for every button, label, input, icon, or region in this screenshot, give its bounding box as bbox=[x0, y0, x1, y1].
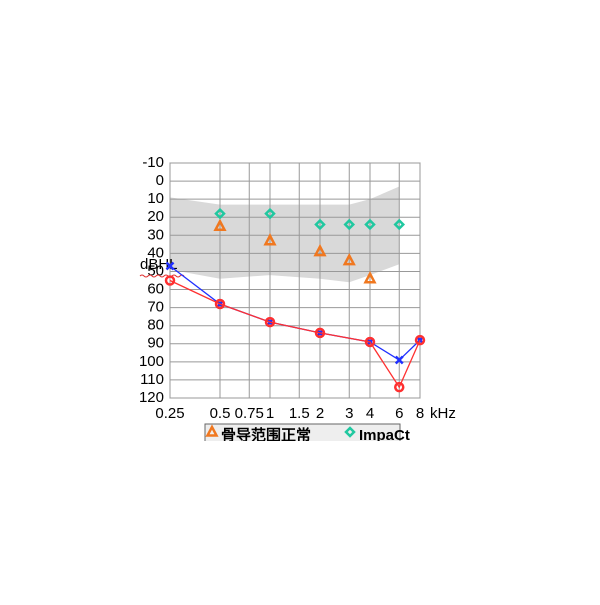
triangle-marker bbox=[342, 252, 356, 266]
x-tick-label: 0.25 bbox=[155, 405, 184, 422]
diamond-marker bbox=[214, 207, 226, 220]
spellcheck-underline bbox=[139, 274, 185, 278]
diamond-marker bbox=[344, 426, 356, 438]
y-tick-label: 110 bbox=[140, 371, 164, 388]
normal-band bbox=[170, 186, 400, 283]
y-tick-label: 30 bbox=[147, 226, 164, 243]
circle-marker bbox=[214, 298, 226, 310]
circle-marker bbox=[164, 275, 176, 286]
circle-marker bbox=[264, 316, 276, 328]
circle-marker bbox=[414, 334, 426, 346]
y-tick-label: 40 bbox=[147, 244, 164, 261]
x-tick-label: 0.5 bbox=[210, 405, 231, 422]
y-tick-label: 70 bbox=[147, 299, 164, 316]
x-tick-label: 4 bbox=[366, 405, 374, 422]
x-tick-label: 6 bbox=[395, 405, 403, 422]
diamond-marker bbox=[393, 218, 406, 231]
circle-marker bbox=[393, 381, 405, 393]
series-line bbox=[169, 279, 421, 389]
circle-marker bbox=[364, 336, 376, 348]
diamond-marker bbox=[264, 207, 276, 220]
triangle-marker bbox=[313, 243, 327, 257]
y-tick-label: 0 bbox=[156, 172, 164, 189]
y-tick-label: 10 bbox=[147, 190, 164, 207]
x-tick-label: 0.75 bbox=[235, 405, 264, 422]
triangle-marker bbox=[205, 424, 219, 437]
legend-label: ImpaCt bbox=[359, 427, 410, 444]
diamond-marker bbox=[343, 218, 356, 231]
y-tick-label: 100 bbox=[139, 353, 164, 370]
triangle-marker bbox=[363, 271, 377, 284]
x-tick-label: 1 bbox=[266, 405, 274, 422]
cross-marker bbox=[165, 261, 175, 271]
y-tick-label: 80 bbox=[147, 317, 164, 334]
circle-marker bbox=[314, 327, 326, 339]
triangle-marker bbox=[263, 233, 277, 246]
x-tick-label: 3 bbox=[345, 405, 353, 422]
x-tick-label: 2 bbox=[316, 405, 324, 422]
x-tick-label: 8 bbox=[416, 405, 424, 422]
legend-label: 骨导范围正常 bbox=[221, 426, 311, 444]
y-tick-label: -10 bbox=[142, 154, 164, 171]
y-tick-label: 90 bbox=[147, 335, 164, 352]
x-unit: kHz bbox=[430, 405, 456, 422]
y-tick-label: 120 bbox=[139, 389, 164, 406]
y-tick-label: 20 bbox=[147, 208, 164, 225]
cross-marker bbox=[394, 355, 404, 365]
diamond-marker bbox=[314, 218, 326, 231]
diamond-marker bbox=[364, 218, 376, 231]
y-tick-label: 60 bbox=[147, 281, 164, 298]
triangle-marker bbox=[213, 218, 227, 232]
x-tick-label: 1.5 bbox=[289, 405, 310, 422]
